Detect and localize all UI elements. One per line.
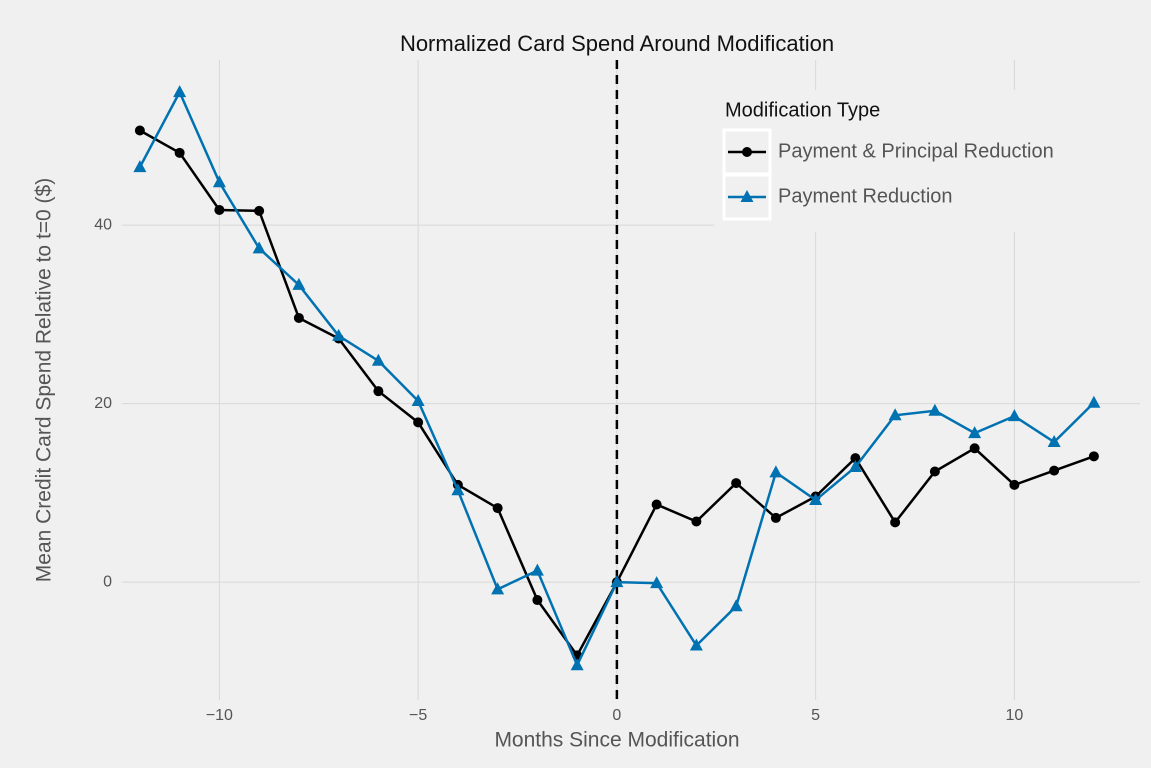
data-point [133, 160, 147, 173]
data-point [850, 453, 861, 464]
legend-label: Payment Reduction [778, 185, 953, 207]
data-point [848, 460, 862, 473]
data-point [691, 516, 702, 527]
data-point [411, 393, 425, 406]
data-point [1088, 451, 1099, 462]
data-point [651, 499, 662, 510]
legend-background [714, 90, 1140, 232]
data-point [689, 638, 703, 651]
data-point [173, 85, 187, 98]
data-point [214, 204, 225, 215]
data-point [1009, 479, 1020, 490]
legend-marker [742, 147, 752, 157]
legend-label: Payment & Principal Reduction [778, 140, 1054, 162]
data-point [928, 403, 942, 416]
data-point [292, 277, 306, 290]
data-point [491, 582, 505, 595]
data-point [1007, 409, 1021, 422]
data-point [134, 125, 145, 136]
legend-marker [740, 190, 754, 202]
data-point [332, 328, 346, 341]
data-point [1087, 395, 1101, 408]
data-point [413, 417, 424, 428]
data-point [929, 466, 940, 477]
x-axis-label: Months Since Modification [494, 729, 739, 752]
y-tick-label: 40 [94, 216, 112, 233]
data-point [809, 493, 823, 506]
data-point [968, 426, 982, 439]
data-point [969, 443, 980, 454]
x-tick-label: −5 [409, 707, 427, 724]
data-point [373, 386, 384, 397]
data-point [650, 576, 664, 589]
data-point [890, 517, 901, 528]
data-point [451, 483, 465, 496]
data-point [888, 408, 902, 421]
data-point [293, 312, 304, 323]
chart-title: Normalized Card Spend Around Modificatio… [400, 31, 834, 56]
data-point [729, 599, 743, 612]
data-point [731, 478, 742, 489]
data-point [174, 147, 185, 158]
data-point [252, 241, 266, 254]
data-point [530, 563, 544, 576]
y-axis-label: Mean Credit Card Spend Relative to t=0 (… [33, 178, 56, 582]
data-point [212, 175, 226, 188]
data-point [769, 465, 783, 478]
data-point [371, 353, 385, 366]
data-point [532, 595, 543, 606]
x-tick-label: 5 [811, 707, 820, 724]
x-tick-label: −10 [206, 707, 233, 724]
data-point [1049, 465, 1060, 476]
y-tick-label: 0 [103, 573, 112, 590]
data-point [610, 575, 624, 588]
data-point [1047, 435, 1061, 448]
data-point [770, 512, 781, 523]
legend-title: Modification Type [725, 99, 880, 121]
data-point [492, 503, 503, 514]
data-point [570, 658, 584, 671]
x-tick-label: 0 [612, 707, 621, 724]
y-tick-label: 20 [94, 395, 112, 412]
data-point [254, 205, 265, 216]
x-tick-label: 10 [1005, 707, 1023, 724]
